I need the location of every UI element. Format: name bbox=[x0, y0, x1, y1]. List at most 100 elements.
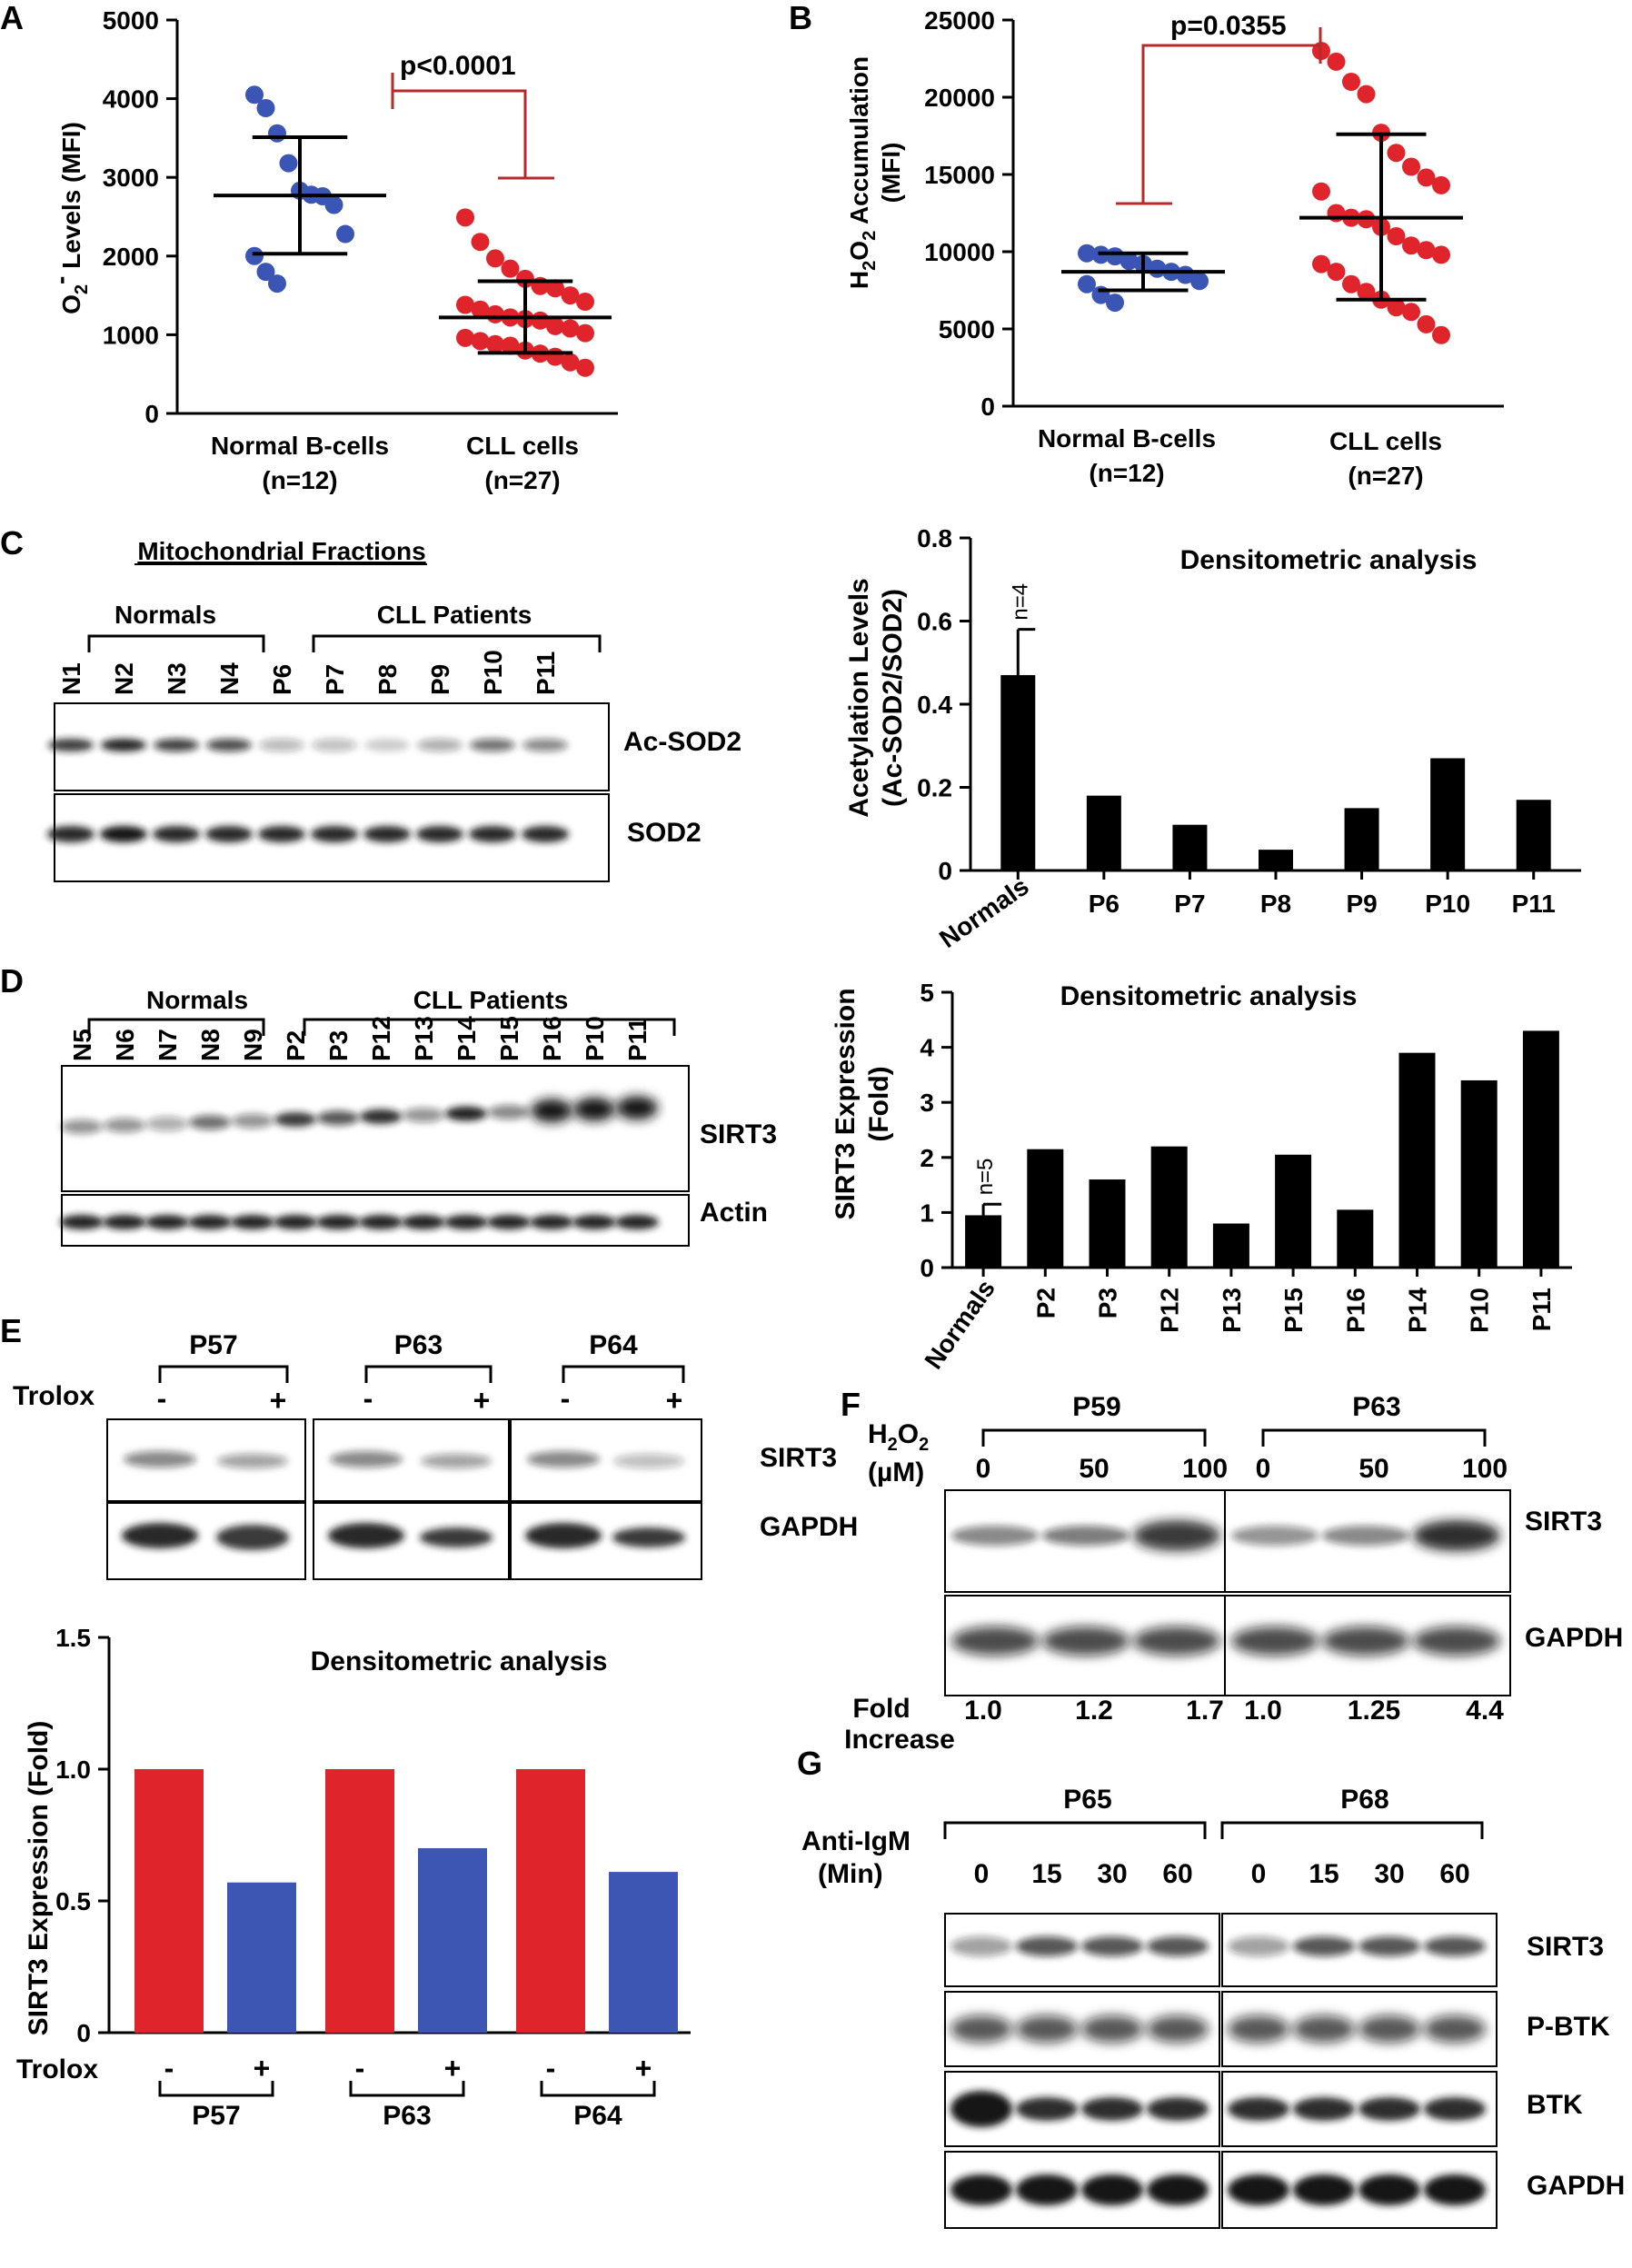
blot-band bbox=[951, 1526, 1039, 1546]
bar-chart-e: Densitometric analysis SIRT3 Expression … bbox=[16, 1624, 691, 2131]
patient-bracket bbox=[981, 1428, 1207, 1447]
chart-e-xlabel: Trolox bbox=[16, 2054, 98, 2084]
blot-f-band-label-1: SIRT3 bbox=[1525, 1507, 1602, 1537]
patient-label: P65 bbox=[1063, 1785, 1111, 1815]
fold-value: 1.25 bbox=[1348, 1696, 1400, 1726]
y-tick-label: 2 bbox=[920, 1144, 934, 1172]
bar-minus bbox=[516, 1769, 585, 2033]
data-point bbox=[1357, 283, 1376, 302]
blot-band bbox=[48, 739, 94, 751]
data-point bbox=[501, 259, 520, 278]
data-point bbox=[1357, 85, 1376, 104]
blot-band bbox=[615, 1215, 659, 1229]
blot-d-band-label-2: Actin bbox=[700, 1198, 768, 1228]
blot-band bbox=[189, 1115, 231, 1130]
lane-label: N4 bbox=[215, 662, 244, 695]
dose-label: 100 bbox=[1182, 1454, 1228, 1484]
sign-minus: - bbox=[363, 1382, 373, 1415]
data-point bbox=[576, 358, 594, 377]
sign-plus: + bbox=[270, 1384, 287, 1417]
y-tick-label: 0 bbox=[938, 857, 952, 885]
blot-c-group-normals: Normals bbox=[114, 601, 216, 629]
blot-band bbox=[1424, 2097, 1486, 2121]
data-point bbox=[456, 208, 474, 227]
data-point bbox=[1432, 325, 1450, 344]
group-bracket bbox=[540, 2081, 656, 2097]
bar-minus bbox=[134, 1769, 204, 2033]
fold-value: 1.2 bbox=[1075, 1696, 1113, 1726]
blot-band bbox=[1231, 1626, 1319, 1656]
data-point bbox=[1417, 168, 1436, 187]
blot-band bbox=[124, 1451, 196, 1467]
y-tick-label: 0.5 bbox=[55, 1887, 91, 1915]
bar-plus bbox=[609, 1872, 678, 2033]
lane-label: N5 bbox=[68, 1029, 96, 1061]
x-sign-minus: - bbox=[546, 2052, 556, 2084]
blot-band bbox=[530, 1215, 573, 1229]
lane-label: N8 bbox=[196, 1029, 224, 1061]
data-point bbox=[546, 279, 564, 298]
group-label: P63 bbox=[383, 2101, 431, 2131]
group-label: P57 bbox=[192, 2101, 240, 2131]
dose-label: 50 bbox=[1358, 1454, 1388, 1484]
blot-band bbox=[573, 1097, 615, 1121]
lane-label: P15 bbox=[495, 1016, 523, 1061]
blot-band bbox=[1133, 1520, 1220, 1551]
time-label: 60 bbox=[1162, 1859, 1192, 1889]
y-tick-label: 3 bbox=[920, 1089, 934, 1117]
data-point bbox=[516, 269, 534, 288]
blot-band bbox=[403, 1108, 444, 1123]
blot-band bbox=[445, 1106, 487, 1121]
y-axis-label-b-line1: H2O2 Accumulation bbox=[845, 56, 880, 289]
data-point bbox=[486, 249, 504, 268]
lane-label: P10 bbox=[581, 1016, 609, 1061]
blot-band bbox=[613, 1454, 684, 1468]
n-label: n=5 bbox=[973, 1159, 998, 1196]
blot-band bbox=[1081, 2097, 1143, 2121]
y-tick-label: 1000 bbox=[103, 321, 159, 349]
lane-label: P3 bbox=[324, 1030, 353, 1061]
sign-plus: + bbox=[473, 1384, 491, 1417]
y-tick-label: 15000 bbox=[924, 161, 995, 189]
significance-bracket-a bbox=[391, 73, 554, 180]
blot-band bbox=[421, 1454, 492, 1468]
blot-band bbox=[950, 2174, 1012, 2205]
bar bbox=[1259, 850, 1293, 870]
x-tick-label: P6 bbox=[1089, 890, 1120, 918]
blot-band bbox=[1293, 2174, 1355, 2205]
data-point bbox=[471, 332, 490, 351]
blot-band bbox=[950, 2015, 1012, 2043]
category-label-a-cll: CLL cells bbox=[466, 432, 579, 460]
data-point bbox=[1342, 274, 1360, 293]
blot-band bbox=[1293, 2097, 1355, 2121]
x-tick-label: Normals bbox=[919, 1275, 1000, 1375]
dose-label: 100 bbox=[1462, 1454, 1508, 1484]
blot-band bbox=[1358, 2015, 1420, 2043]
data-point bbox=[471, 233, 490, 252]
blot-band bbox=[1358, 1936, 1420, 1956]
lane-label: N7 bbox=[154, 1029, 182, 1061]
group-label: P64 bbox=[573, 2101, 622, 2131]
time-label: 0 bbox=[974, 1859, 990, 1889]
blot-band bbox=[1016, 2174, 1078, 2205]
bar bbox=[1516, 800, 1551, 870]
bar bbox=[1460, 1079, 1498, 1268]
blot-band bbox=[612, 1527, 685, 1547]
blot-band bbox=[522, 739, 568, 751]
patient-bracket bbox=[562, 1365, 685, 1383]
blot-band bbox=[444, 1215, 488, 1229]
x-tick-label: P16 bbox=[1341, 1288, 1369, 1333]
lane-label: P16 bbox=[538, 1016, 566, 1061]
lane-label: P11 bbox=[623, 1018, 652, 1061]
blot-band bbox=[1228, 2015, 1289, 2043]
blot-g-band-label-4: GAPDH bbox=[1527, 2171, 1625, 2201]
lane-label: P13 bbox=[410, 1016, 438, 1061]
data-point bbox=[1327, 52, 1346, 71]
group-bracket bbox=[349, 2081, 465, 2097]
data-point bbox=[1387, 144, 1406, 163]
blot-band bbox=[1424, 2174, 1486, 2205]
data-point bbox=[576, 293, 594, 312]
data-point bbox=[1342, 73, 1360, 91]
blot-band bbox=[364, 739, 410, 751]
